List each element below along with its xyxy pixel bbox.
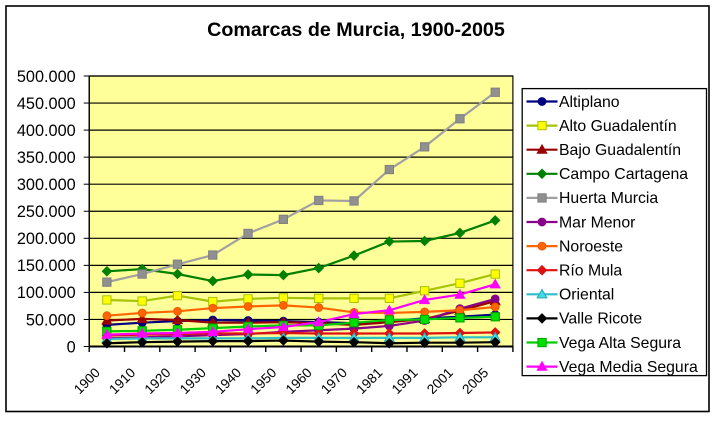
svg-text:Bajo Guadalentín: Bajo Guadalentín bbox=[559, 142, 681, 159]
svg-text:150.000: 150.000 bbox=[17, 257, 76, 275]
svg-text:Vega Media Segura: Vega Media Segura bbox=[559, 359, 698, 376]
svg-text:Campo Cartagena: Campo Cartagena bbox=[559, 166, 688, 183]
svg-text:450.000: 450.000 bbox=[17, 95, 76, 113]
svg-text:Río Mula: Río Mula bbox=[559, 263, 622, 280]
svg-text:350.000: 350.000 bbox=[17, 149, 76, 167]
svg-text:Comarcas de Murcia, 1900-2005: Comarcas de Murcia, 1900-2005 bbox=[207, 19, 505, 41]
svg-text:50.000: 50.000 bbox=[26, 311, 76, 329]
svg-text:Alto Guadalentín: Alto Guadalentín bbox=[559, 118, 677, 135]
svg-text:Valle Ricote: Valle Ricote bbox=[559, 311, 642, 328]
svg-text:500.000: 500.000 bbox=[17, 68, 76, 86]
svg-text:Oriental: Oriental bbox=[559, 287, 614, 304]
svg-text:Huerta Murcia: Huerta Murcia bbox=[559, 190, 658, 207]
svg-text:Vega Alta Segura: Vega Alta Segura bbox=[559, 335, 681, 352]
svg-text:400.000: 400.000 bbox=[17, 122, 76, 140]
svg-text:Altiplano: Altiplano bbox=[559, 94, 620, 111]
svg-text:0: 0 bbox=[67, 338, 76, 356]
svg-text:200.000: 200.000 bbox=[17, 230, 76, 248]
svg-text:100.000: 100.000 bbox=[17, 284, 76, 302]
svg-text:Mar Menor: Mar Menor bbox=[559, 214, 635, 231]
svg-text:300.000: 300.000 bbox=[17, 176, 76, 194]
svg-text:Noroeste: Noroeste bbox=[559, 238, 623, 255]
svg-text:250.000: 250.000 bbox=[17, 203, 76, 221]
